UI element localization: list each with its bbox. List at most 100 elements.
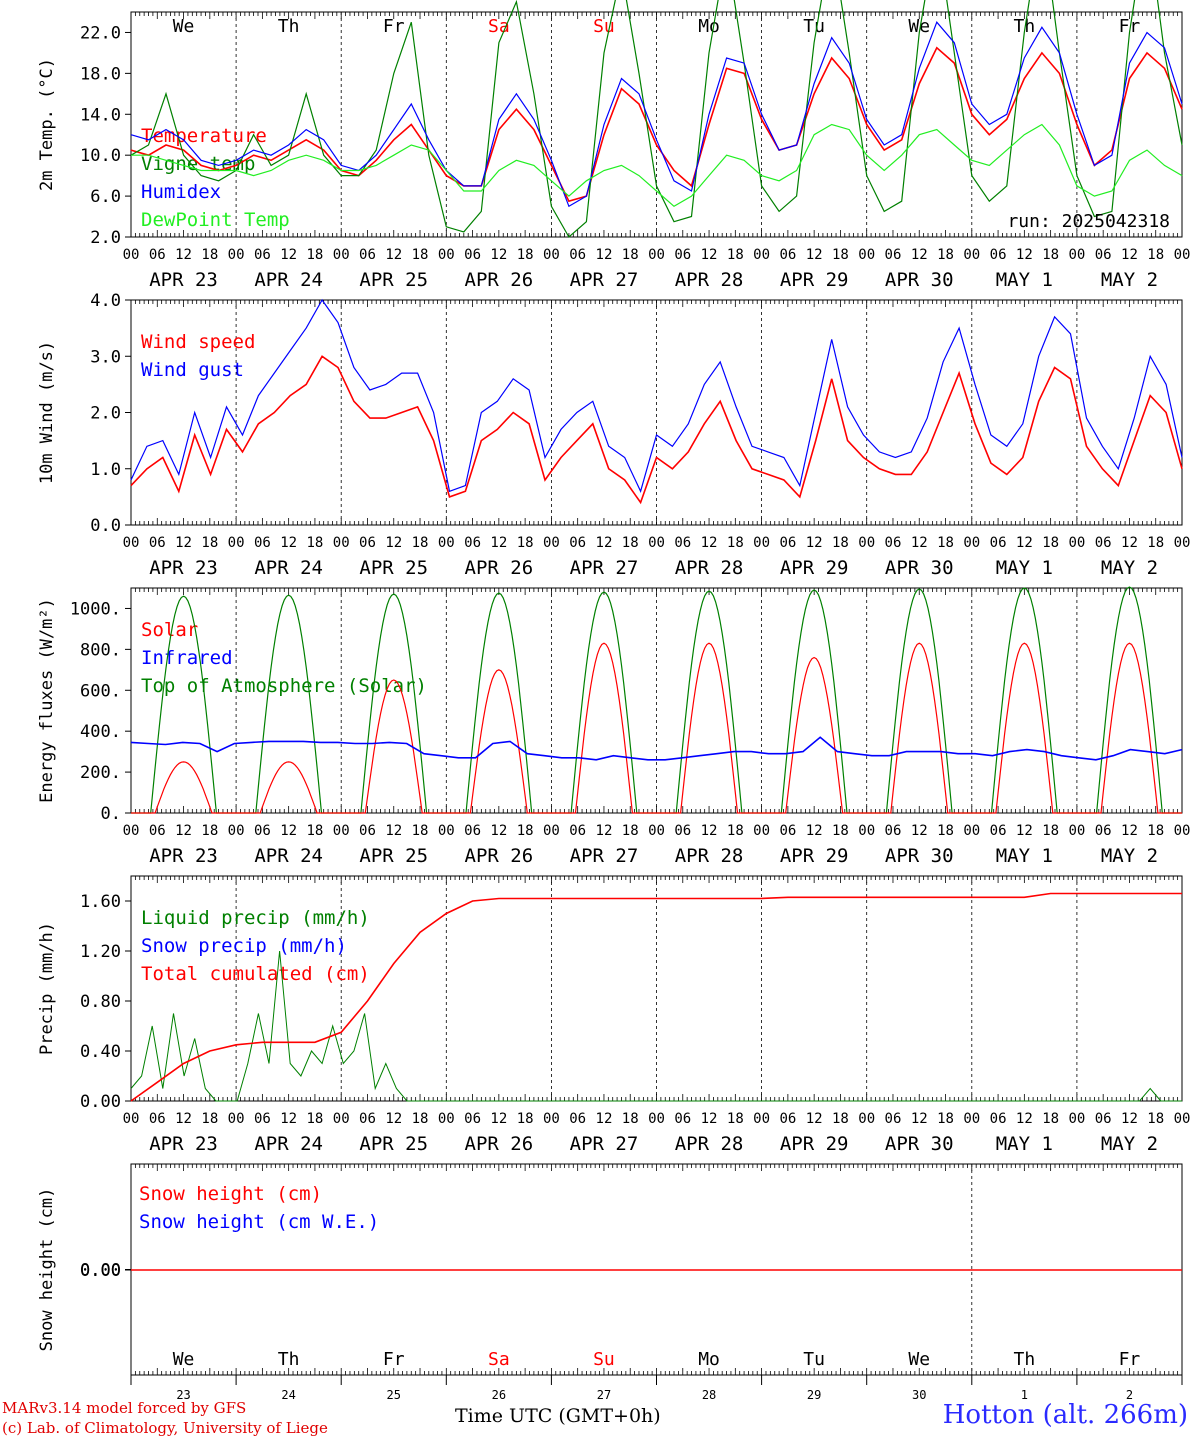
hour-label: 06 (990, 247, 1007, 263)
y-tick-label: 14.0 (80, 105, 121, 125)
hour-label: 00 (1174, 247, 1191, 263)
date-label: APR 26 (465, 269, 534, 291)
day-name: Th (1014, 16, 1036, 37)
hour-label: 18 (937, 535, 954, 551)
y-tick-label: 1.0 (90, 460, 121, 480)
date-label: APR 28 (675, 1133, 744, 1155)
date-label: APR 26 (465, 557, 534, 579)
date-label: APR 24 (254, 557, 323, 579)
hour-label: 00 (648, 535, 665, 551)
hour-label: 06 (149, 247, 166, 263)
hour-label: 18 (727, 247, 744, 263)
hour-label: 12 (596, 823, 613, 839)
date-label: APR 30 (885, 845, 954, 867)
y-tick-label: 1.60 (80, 892, 121, 912)
hour-label: 00 (963, 535, 980, 551)
panel-frame (130, 299, 1183, 526)
hour-label: 00 (123, 247, 140, 263)
y-tick-label: 1.20 (80, 942, 121, 962)
y-tick-label: 10.0 (80, 146, 121, 166)
hour-label: 12 (911, 1111, 928, 1127)
hour-label: 00 (333, 247, 350, 263)
day-name: Fr (383, 16, 405, 37)
hour-label: 18 (937, 247, 954, 263)
series-line (130, 736, 1183, 761)
date-label: APR 29 (780, 1133, 849, 1155)
legend-entry: Vigne temp (141, 153, 255, 175)
hour-label: 12 (280, 1111, 297, 1127)
hour-label: 06 (254, 247, 271, 263)
hour-label: 00 (1068, 535, 1085, 551)
day-name: Th (1014, 1349, 1036, 1370)
date-label: APR 23 (149, 557, 218, 579)
hour-label: 18 (727, 1111, 744, 1127)
day-number: 26 (492, 1388, 506, 1402)
day-name: Th (278, 16, 300, 37)
hour-label: 12 (1121, 247, 1138, 263)
hour-label: 18 (1042, 247, 1059, 263)
hour-label: 00 (333, 535, 350, 551)
hour-label: 12 (1016, 823, 1033, 839)
hour-label: 12 (701, 823, 718, 839)
hour-label: 12 (385, 823, 402, 839)
day-number: 25 (387, 1388, 401, 1402)
lab-credit: (c) Lab. of Climatology, University of L… (2, 1419, 328, 1437)
y-axis-label: 2m Temp. (°C) (37, 58, 57, 191)
hour-label: 12 (175, 823, 192, 839)
hour-label: 00 (543, 535, 560, 551)
y-tick-label: 2.0 (90, 404, 121, 424)
y-tick-label: 0.00 (80, 1261, 121, 1281)
day-number: 28 (702, 1388, 716, 1402)
day-number: 24 (281, 1388, 295, 1402)
legend-entry: Wind speed (141, 331, 255, 353)
legend-entry: Total cumulated (cm) (141, 963, 370, 985)
day-number: 2 (1126, 1388, 1133, 1402)
hour-label: 18 (201, 535, 218, 551)
hour-label: 18 (622, 247, 639, 263)
hour-label: 06 (885, 823, 902, 839)
hour-label: 18 (306, 535, 323, 551)
hour-label: 06 (359, 247, 376, 263)
hour-label: 12 (490, 247, 507, 263)
panel-3: 0. 200. 400. 600. 800. 1000. Energy fluxes (W/… (37, 587, 1190, 867)
day-number: 1 (1021, 1388, 1028, 1402)
run-label: run: 2025042318 (1007, 211, 1170, 232)
date-label: APR 24 (254, 1133, 323, 1155)
hour-label: 06 (464, 535, 481, 551)
hour-label: 18 (201, 823, 218, 839)
hour-label: 18 (832, 1111, 849, 1127)
hour-label: 12 (701, 247, 718, 263)
hour-label: 18 (1147, 535, 1164, 551)
hour-label: 18 (1147, 247, 1164, 263)
hour-label: 00 (333, 823, 350, 839)
series-line (130, 21, 1183, 208)
date-label: APR 28 (675, 557, 744, 579)
hour-label: 06 (885, 535, 902, 551)
hour-label: 00 (858, 247, 875, 263)
hour-label: 12 (280, 823, 297, 839)
date-label: MAY 2 (1101, 1133, 1158, 1155)
hour-label: 18 (832, 535, 849, 551)
y-axis-label: Snow height (cm) (37, 1188, 57, 1352)
hour-label: 12 (1016, 1111, 1033, 1127)
hour-label: 12 (911, 823, 928, 839)
hour-label: 00 (648, 1111, 665, 1127)
hour-label: 18 (306, 1111, 323, 1127)
date-label: APR 24 (254, 269, 323, 291)
x-axis-title: Time UTC (GMT+0h) (455, 1405, 661, 1427)
hour-label: 06 (990, 1111, 1007, 1127)
hour-label: 06 (569, 535, 586, 551)
hour-label: 06 (674, 823, 691, 839)
hour-label: 12 (596, 535, 613, 551)
hour-label: 06 (779, 247, 796, 263)
hour-label: 06 (254, 535, 271, 551)
day-name: Fr (1119, 1349, 1141, 1370)
date-label: APR 27 (570, 557, 639, 579)
hour-label: 00 (858, 1111, 875, 1127)
day-number: 29 (807, 1388, 821, 1402)
legend-entry: Humidex (141, 181, 221, 203)
panel-frame (130, 587, 1183, 814)
date-label: APR 25 (359, 557, 428, 579)
hour-label: 18 (412, 1111, 429, 1127)
hour-label: 12 (385, 247, 402, 263)
